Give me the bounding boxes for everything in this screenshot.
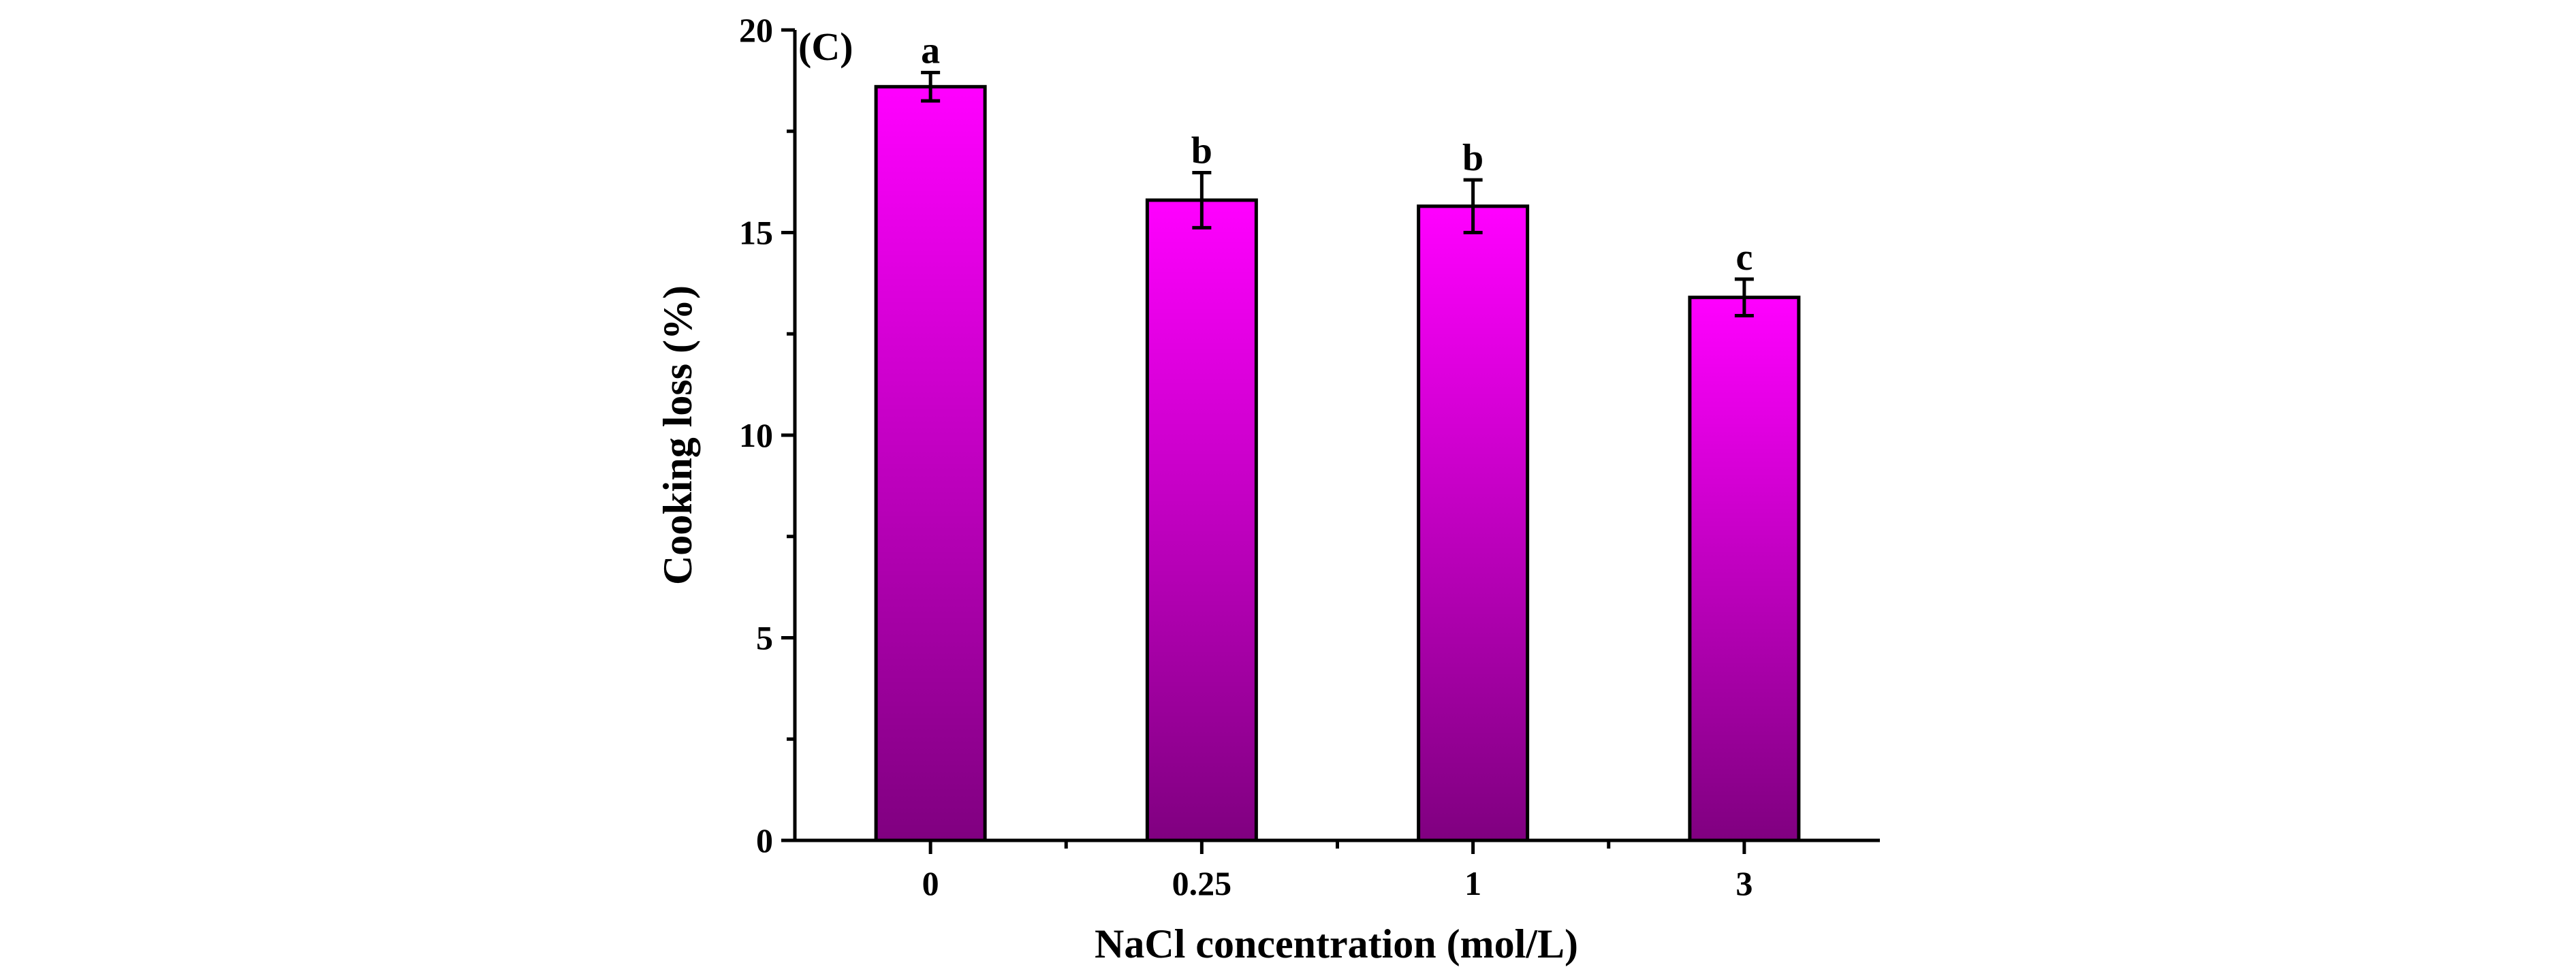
plot-marks: a b b c [874,29,1801,842]
panel-label: (C) [798,25,853,69]
y-axis-title: Cooking loss (%) [655,285,700,585]
x-tick-label: 1 [1464,864,1481,902]
y-tick-label: 20 [739,11,773,49]
significance-label: a [921,29,940,72]
bar [1145,198,1258,842]
x-axis-title: NaCl concentration (mol/L) [1095,921,1578,966]
x-tick-label: 3 [1735,864,1753,902]
x-ticks: 0 0.25 1 3 [922,840,1753,902]
significance-label: b [1462,137,1483,179]
y-tick-label: 0 [756,821,773,859]
bar [874,84,987,842]
bar [1688,296,1801,842]
x-tick-label: 0.25 [1172,864,1232,902]
y-tick-label: 10 [739,416,773,454]
significance-label: c [1735,236,1753,279]
bar [1417,204,1530,842]
y-ticks: 0 5 10 15 20 [739,11,795,859]
significance-label: b [1191,129,1212,172]
y-tick-label: 5 [756,619,773,657]
y-tick-label: 15 [739,214,773,252]
x-tick-label: 0 [922,864,939,902]
